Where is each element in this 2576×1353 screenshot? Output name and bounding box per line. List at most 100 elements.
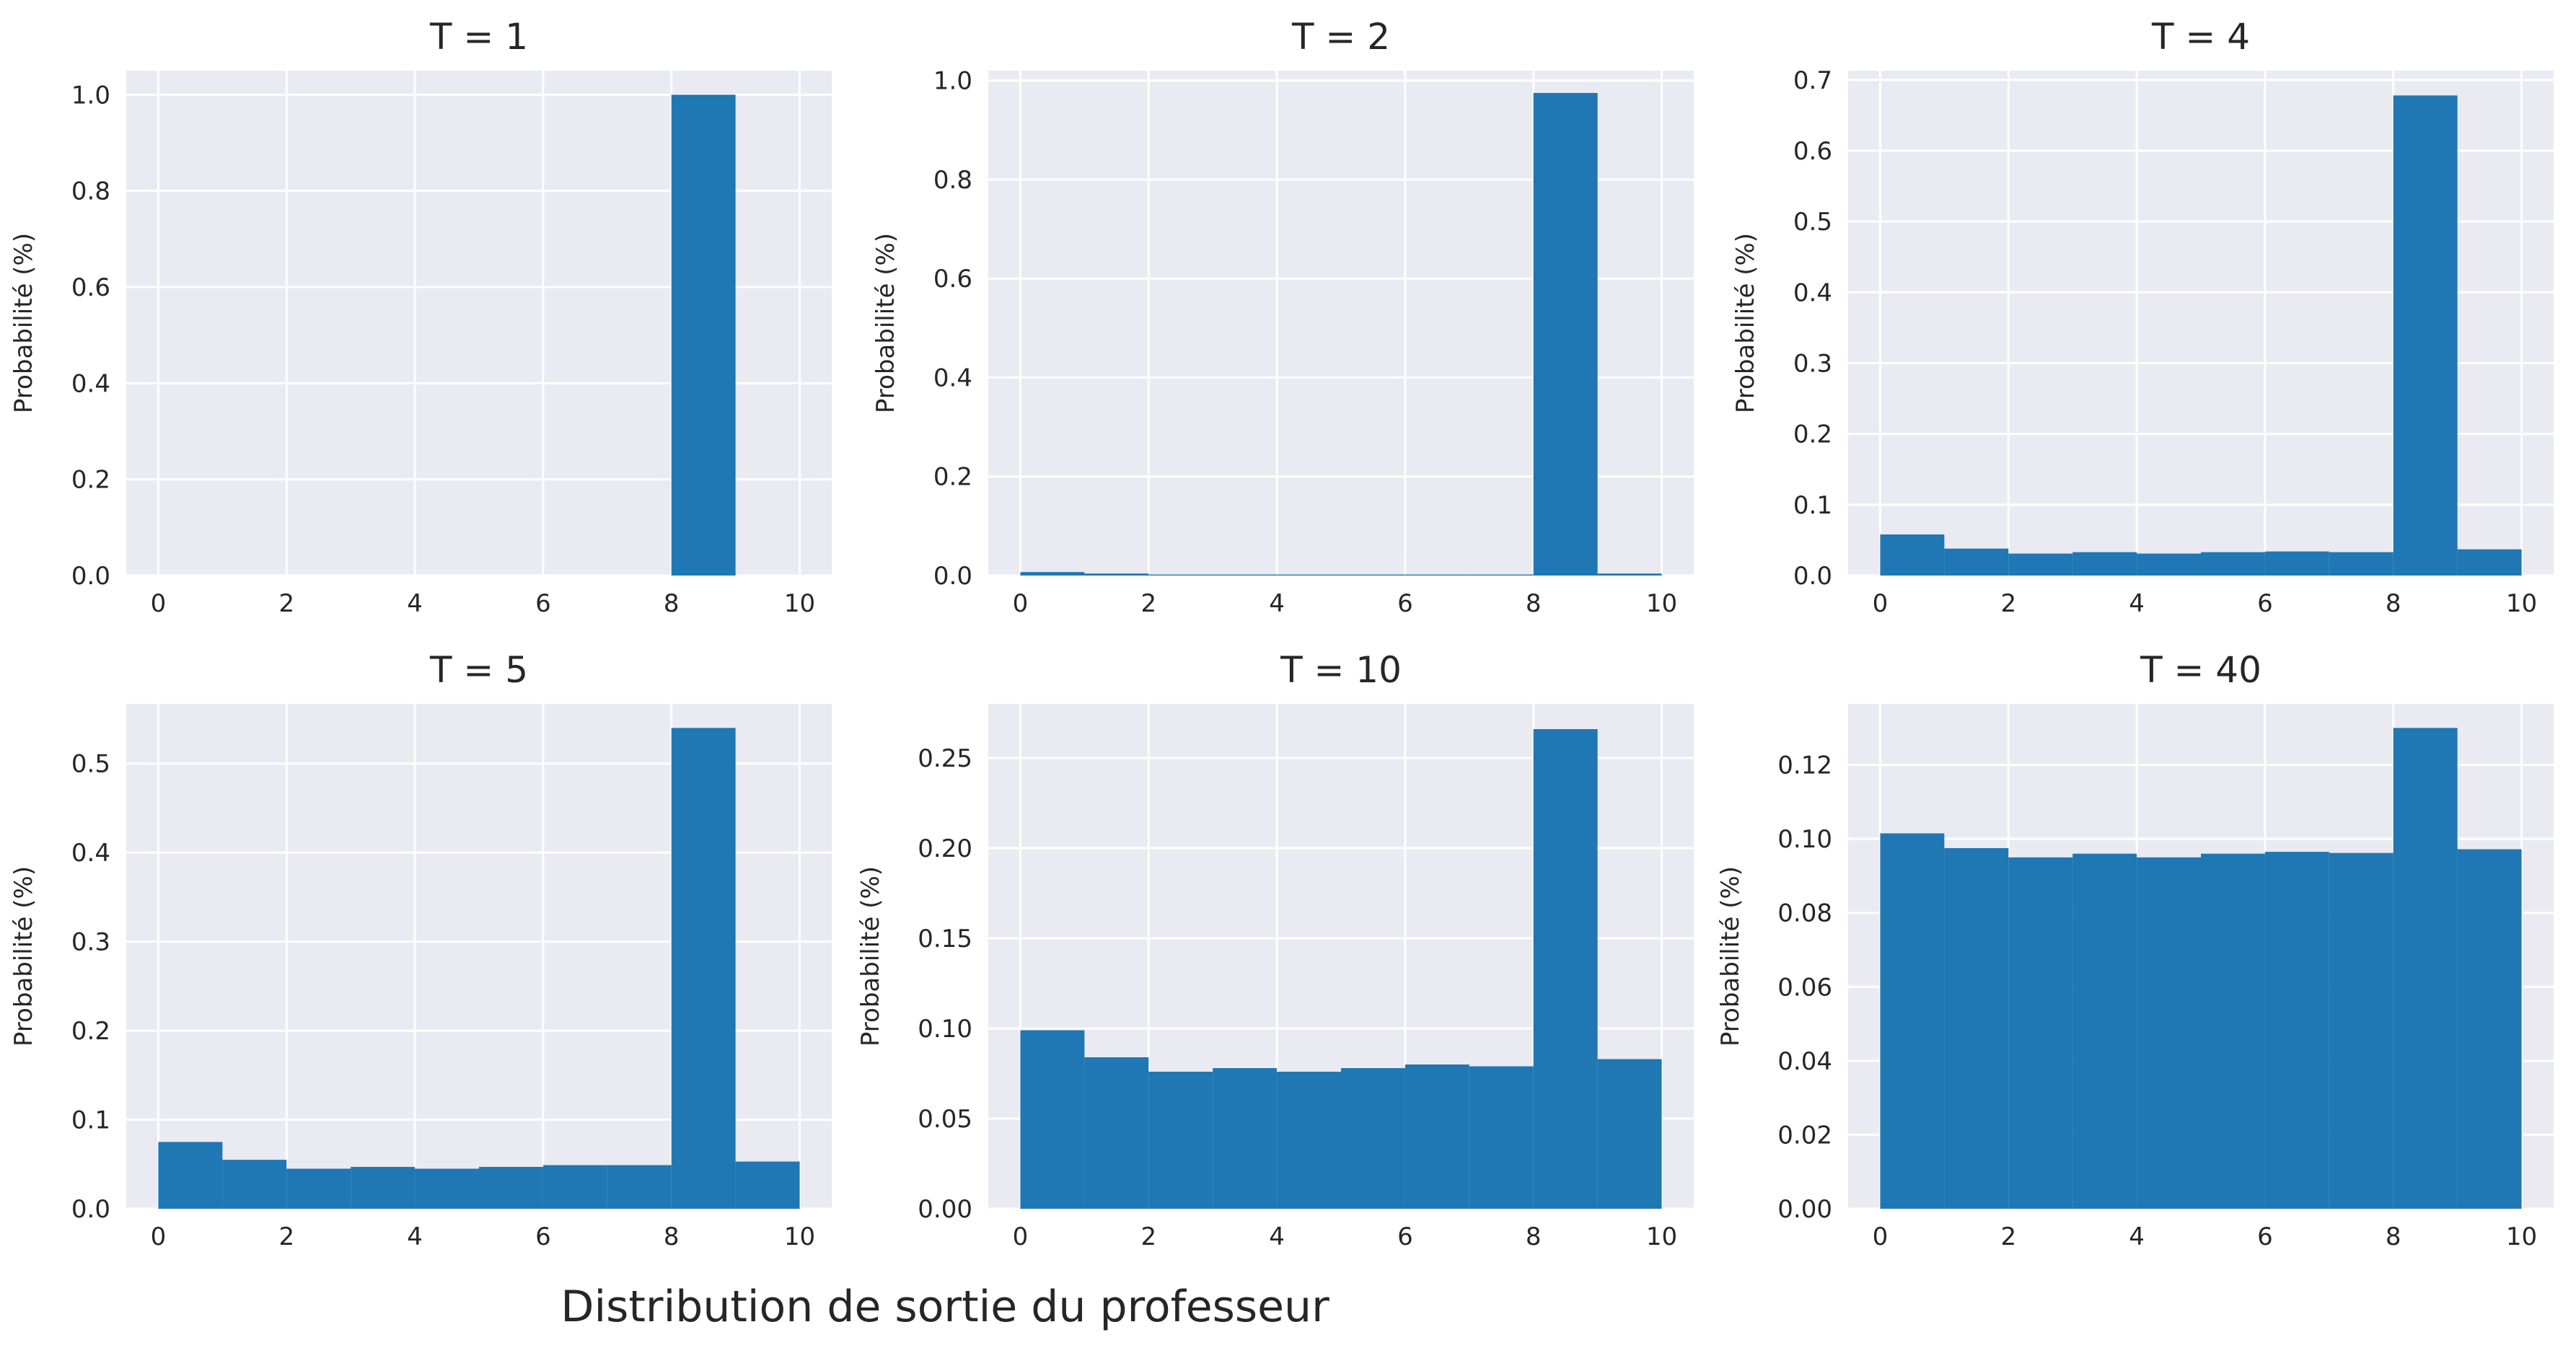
histogram-bar bbox=[2201, 552, 2265, 576]
y-axis-label: Probabilité (%) bbox=[1716, 866, 1745, 1046]
x-tick-label: 10 bbox=[2506, 1222, 2537, 1251]
histogram-bar bbox=[2137, 553, 2201, 576]
x-tick-label: 6 bbox=[1397, 589, 1413, 618]
subplot-3: 0 2 4 6 8 10 0.0 0.1 0.2 0.3 0.4 0.5 0.6 0.7 T = 4 Prob… bbox=[1731, 16, 2554, 618]
histogram-bar bbox=[158, 1142, 223, 1209]
y-tick-label: 0.00 bbox=[918, 1195, 972, 1224]
subplot-title: T = 10 bbox=[1280, 649, 1402, 691]
histogram-bar bbox=[1148, 1072, 1213, 1209]
histogram-bar bbox=[1880, 534, 1945, 576]
y-tick-label: 0.2 bbox=[1793, 420, 1832, 449]
histogram-bar bbox=[2072, 552, 2137, 576]
x-tick-label: 0 bbox=[151, 589, 167, 618]
histogram-bar bbox=[1597, 1059, 1662, 1209]
y-tick-label: 1.0 bbox=[933, 67, 972, 96]
histogram-bar bbox=[1213, 574, 1278, 576]
x-tick-label: 8 bbox=[1526, 589, 1542, 618]
histogram-bar bbox=[1469, 574, 1534, 576]
x-tick-label: 10 bbox=[2506, 589, 2537, 618]
y-tick-label: 0.15 bbox=[918, 925, 972, 953]
subplots: 0 2 4 6 8 10 0.0 0.2 0.4 0.6 0.8 1.0 T = 1 Probabilit… bbox=[9, 16, 2554, 1251]
x-tick-label: 8 bbox=[664, 1222, 680, 1251]
histogram-bar bbox=[2457, 849, 2522, 1209]
y-tick-label: 0.6 bbox=[1793, 137, 1832, 166]
x-tick-label: 10 bbox=[1646, 589, 1677, 618]
y-tick-label: 0.0 bbox=[933, 562, 972, 591]
y-tick-label: 0.08 bbox=[1777, 899, 1832, 928]
histogram-bar bbox=[2393, 95, 2458, 576]
histogram-bar bbox=[2201, 853, 2265, 1209]
histogram-bar bbox=[2393, 728, 2458, 1209]
x-tick-label: 0 bbox=[151, 1222, 167, 1251]
histogram-bar bbox=[1148, 574, 1213, 576]
histogram-bar bbox=[2264, 551, 2329, 576]
x-tick-label: 10 bbox=[784, 589, 815, 618]
subplot-1: 0 2 4 6 8 10 0.0 0.2 0.4 0.6 0.8 1.0 T = 1 Probabilit… bbox=[9, 16, 832, 618]
x-tick-label: 6 bbox=[535, 589, 551, 618]
histogram-bar bbox=[1277, 574, 1341, 576]
histogram-bar bbox=[2329, 852, 2393, 1209]
histogram-bar bbox=[351, 1166, 416, 1209]
x-tick-label: 4 bbox=[407, 1222, 423, 1251]
histogram-bar bbox=[1533, 92, 1598, 576]
x-tick-label: 8 bbox=[2386, 589, 2401, 618]
histogram-bar bbox=[1020, 572, 1085, 576]
x-tick-label: 2 bbox=[1140, 589, 1156, 618]
x-tick-label: 6 bbox=[1397, 1222, 1413, 1251]
y-tick-label: 0.2 bbox=[71, 466, 110, 495]
y-tick-label: 0.10 bbox=[918, 1015, 972, 1044]
histogram-bar bbox=[2072, 853, 2137, 1209]
histogram-bar bbox=[1405, 1065, 1469, 1209]
x-tick-label: 8 bbox=[664, 589, 680, 618]
subplot-title: T = 2 bbox=[1291, 16, 1390, 58]
subplot-title: T = 1 bbox=[429, 16, 528, 58]
y-tick-label: 0.04 bbox=[1777, 1047, 1832, 1076]
y-tick-label: 0.3 bbox=[1793, 349, 1832, 378]
figure-suptitle: Distribution de sortie du professeur bbox=[561, 1282, 1329, 1332]
x-tick-label: 4 bbox=[1269, 1222, 1285, 1251]
histogram-bar bbox=[671, 728, 736, 1209]
y-tick-label: 0.4 bbox=[71, 369, 110, 398]
y-tick-label: 0.4 bbox=[71, 839, 110, 868]
histogram-bar bbox=[607, 1165, 672, 1209]
histogram-bar bbox=[2137, 857, 2201, 1209]
x-tick-label: 4 bbox=[2129, 1222, 2145, 1251]
y-tick-label: 0.7 bbox=[1793, 66, 1832, 95]
y-tick-label: 0.0 bbox=[1793, 562, 1832, 591]
y-tick-label: 0.05 bbox=[918, 1105, 972, 1134]
y-tick-label: 0.06 bbox=[1777, 973, 1832, 1002]
x-tick-label: 8 bbox=[2386, 1222, 2401, 1251]
x-tick-label: 4 bbox=[1269, 589, 1285, 618]
histogram-bar bbox=[2264, 852, 2329, 1209]
y-tick-label: 0.2 bbox=[933, 463, 972, 492]
histogram-bar bbox=[1405, 574, 1469, 576]
y-tick-label: 0.0 bbox=[71, 562, 110, 591]
y-tick-label: 0.8 bbox=[71, 177, 110, 206]
x-tick-label: 0 bbox=[1873, 589, 1889, 618]
y-tick-label: 0.6 bbox=[933, 265, 972, 294]
histogram-bar bbox=[1084, 573, 1149, 576]
y-tick-label: 0.02 bbox=[1777, 1121, 1832, 1150]
histogram-bar bbox=[1277, 1072, 1341, 1209]
y-tick-label: 0.20 bbox=[918, 834, 972, 863]
x-tick-label: 0 bbox=[1873, 1222, 1889, 1251]
y-tick-label: 0.8 bbox=[933, 166, 972, 195]
subplot-6: 0 2 4 6 8 10 0.00 0.02 0.04 0.06 0.08 0.10 0.12 T = 4… bbox=[1716, 649, 2554, 1251]
histogram-bar bbox=[735, 1161, 800, 1209]
x-tick-label: 4 bbox=[2129, 589, 2145, 618]
histogram-bar bbox=[1533, 729, 1598, 1209]
x-tick-label: 10 bbox=[1646, 1222, 1677, 1251]
subplot-title: T = 4 bbox=[2151, 16, 2250, 58]
y-tick-label: 0.0 bbox=[71, 1195, 110, 1224]
x-tick-label: 8 bbox=[1526, 1222, 1542, 1251]
x-tick-label: 2 bbox=[278, 1222, 294, 1251]
y-axis-label: Probabilité (%) bbox=[871, 233, 900, 413]
histogram-bar bbox=[1944, 848, 2009, 1209]
histogram-bar bbox=[1020, 1030, 1085, 1209]
subplot-title: T = 40 bbox=[2140, 649, 2261, 691]
y-tick-label: 0.1 bbox=[1793, 491, 1832, 520]
histogram-bar bbox=[479, 1166, 543, 1209]
y-axis-label: Probabilité (%) bbox=[1731, 233, 1760, 413]
histogram-bar bbox=[1944, 548, 2009, 576]
